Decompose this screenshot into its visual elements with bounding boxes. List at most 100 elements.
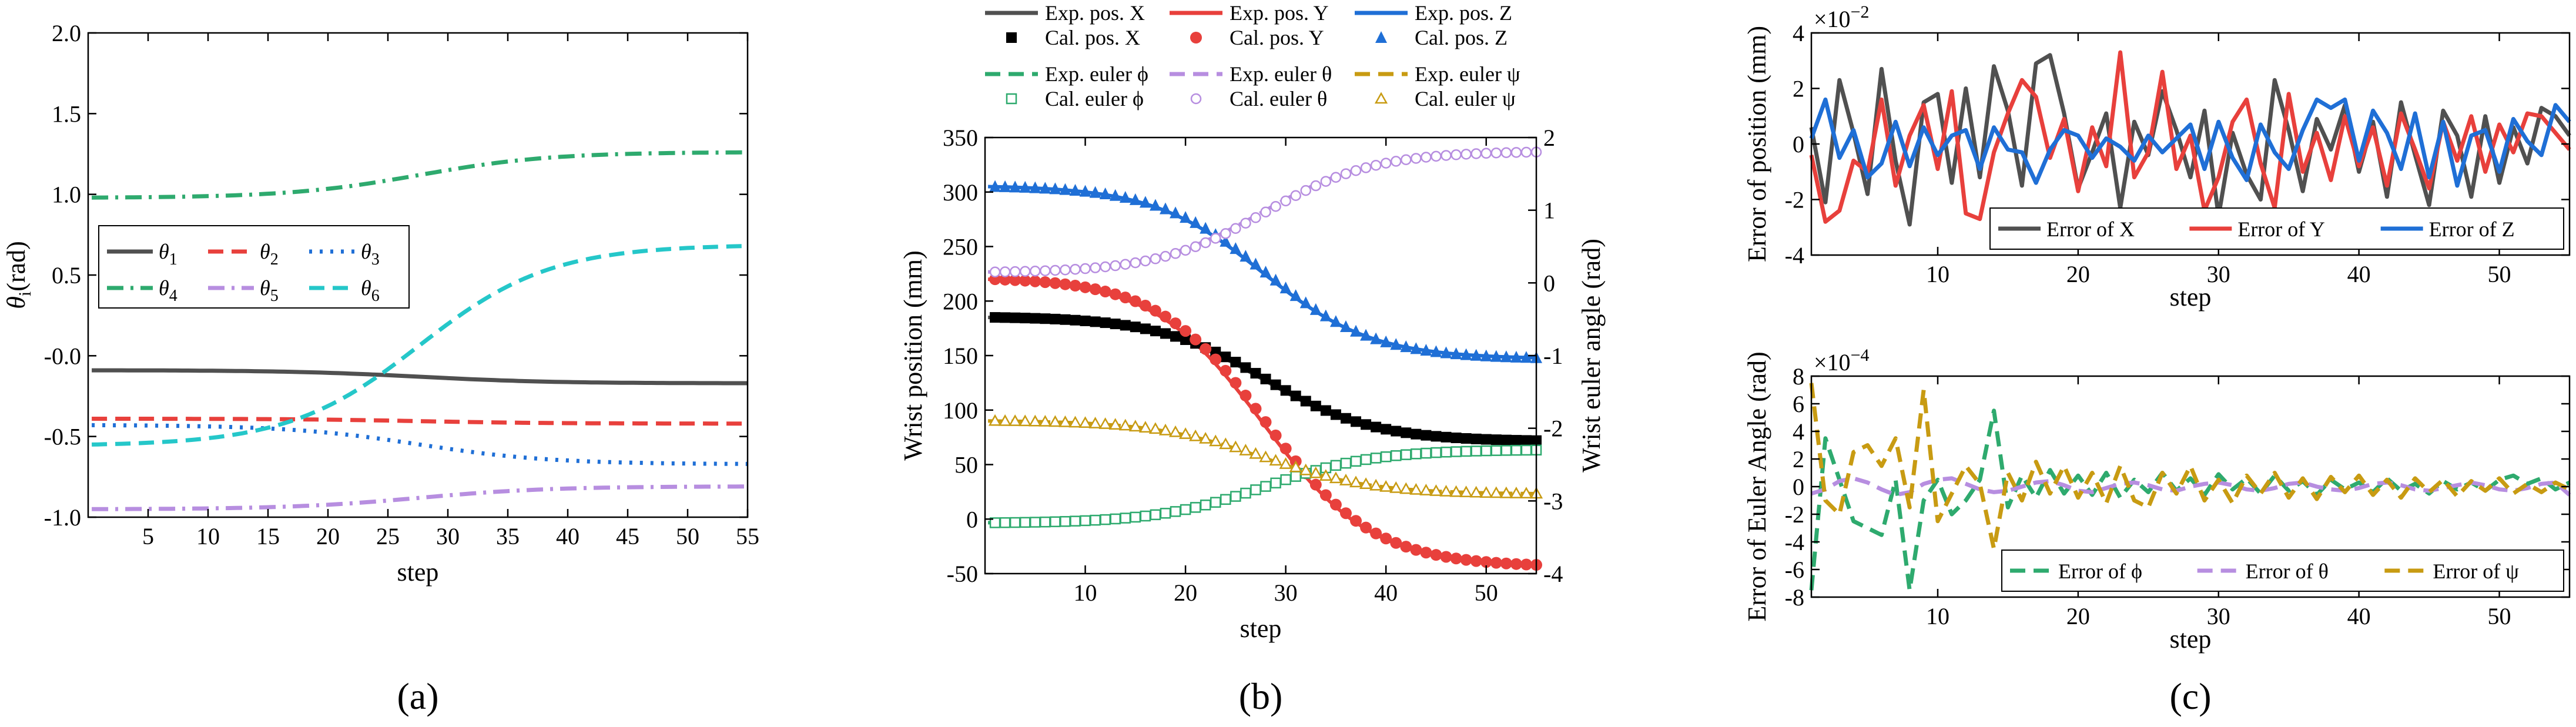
series-marker bbox=[1139, 300, 1151, 312]
panel-label-c: (c) bbox=[2169, 675, 2211, 717]
series-marker bbox=[1389, 481, 1403, 493]
series-marker bbox=[1250, 484, 1261, 495]
series-marker bbox=[1090, 262, 1101, 273]
series-marker bbox=[1069, 183, 1081, 196]
series-marker bbox=[1090, 514, 1101, 526]
series-marker bbox=[1110, 319, 1121, 330]
series-marker bbox=[1250, 368, 1261, 379]
series-marker bbox=[1140, 510, 1151, 522]
series-marker bbox=[1490, 350, 1502, 362]
series-marker bbox=[1280, 195, 1291, 207]
series-marker bbox=[1130, 321, 1141, 333]
series-marker bbox=[1140, 255, 1151, 267]
series-marker bbox=[1429, 484, 1443, 496]
series-marker bbox=[1209, 434, 1222, 447]
y-tick-label: 1.0 bbox=[52, 182, 81, 208]
x-tick-label: 20 bbox=[1174, 579, 1197, 606]
series-marker bbox=[1150, 509, 1161, 521]
series-marker bbox=[1441, 150, 1452, 161]
series-marker bbox=[1450, 347, 1462, 360]
series-marker bbox=[1230, 357, 1241, 368]
series-marker bbox=[1520, 558, 1532, 571]
legend-label: Cal. pos. Z bbox=[1415, 26, 1508, 49]
series-marker bbox=[1360, 521, 1372, 534]
y-tick-label: 4 bbox=[1793, 418, 1804, 445]
series-marker bbox=[1019, 274, 1031, 287]
series-marker bbox=[1190, 216, 1202, 228]
series-marker bbox=[1159, 310, 1171, 323]
series-marker bbox=[1170, 206, 1182, 219]
series-marker bbox=[999, 273, 1011, 286]
series-marker bbox=[1259, 266, 1272, 278]
panel-label-a: (a) bbox=[397, 675, 438, 717]
series-marker bbox=[1431, 150, 1442, 162]
series-marker bbox=[1269, 454, 1282, 466]
series-marker bbox=[1319, 489, 1332, 501]
series-marker bbox=[1500, 434, 1512, 445]
series-line-theta3 bbox=[92, 423, 748, 466]
series-marker bbox=[1099, 187, 1111, 200]
series-marker bbox=[1239, 444, 1252, 455]
series-marker bbox=[1019, 414, 1032, 427]
series-marker bbox=[1520, 146, 1532, 158]
series-marker bbox=[1079, 281, 1091, 293]
series-marker bbox=[1460, 554, 1472, 566]
y-tick-right-label: 0 bbox=[1543, 270, 1555, 296]
series-marker bbox=[1180, 334, 1191, 346]
series-marker bbox=[1150, 326, 1161, 337]
series-marker bbox=[1050, 264, 1061, 276]
series-marker bbox=[1401, 449, 1412, 460]
legend-c1: Error of X Error of Y Error of Z bbox=[1989, 207, 2564, 250]
series-marker bbox=[1380, 335, 1392, 347]
series-marker bbox=[1419, 484, 1433, 495]
legend-swatch bbox=[1006, 32, 1017, 43]
legend-label: Exp. pos. Y bbox=[1230, 1, 1329, 25]
series-marker bbox=[1029, 414, 1042, 427]
series-marker bbox=[1360, 329, 1372, 341]
series-marker bbox=[1339, 507, 1352, 520]
series-marker bbox=[1369, 478, 1383, 491]
series-marker bbox=[1411, 448, 1422, 460]
series-marker bbox=[1320, 176, 1332, 187]
series-marker bbox=[1421, 152, 1432, 163]
series-marker bbox=[1220, 228, 1231, 239]
series-marker bbox=[1290, 190, 1301, 202]
series-marker bbox=[1098, 417, 1112, 429]
series-marker bbox=[1309, 478, 1322, 491]
series-marker bbox=[1270, 379, 1281, 390]
series-marker bbox=[1009, 180, 1021, 193]
y-tick-label: -0.0 bbox=[44, 343, 81, 369]
series-marker bbox=[1250, 403, 1262, 415]
y-tick-label: 300 bbox=[943, 179, 978, 206]
series-marker bbox=[1230, 242, 1242, 254]
series-marker bbox=[1049, 182, 1061, 195]
series-marker bbox=[1088, 417, 1102, 428]
series-marker bbox=[1470, 433, 1482, 444]
y-tick-label: -2 bbox=[1785, 501, 1804, 528]
series-marker bbox=[999, 180, 1011, 192]
series-marker bbox=[1351, 416, 1362, 427]
series-marker bbox=[1089, 283, 1101, 296]
series-marker bbox=[1300, 185, 1311, 196]
series-marker bbox=[1391, 426, 1402, 437]
series-marker bbox=[1439, 484, 1453, 497]
series-marker bbox=[1460, 445, 1472, 457]
x-axis-label: step bbox=[397, 558, 439, 587]
y-tick-label: 50 bbox=[954, 452, 978, 478]
y-tick-label: 2 bbox=[1793, 76, 1804, 102]
series-marker bbox=[1079, 185, 1091, 197]
series-marker bbox=[1500, 147, 1512, 158]
series-marker bbox=[1059, 183, 1071, 195]
chart-c-position: 10 20 30 40 50 -4 -2 0 2 4 step ×10−2 Error of posit… bbox=[1743, 2, 2571, 311]
series-marker bbox=[1460, 149, 1472, 160]
series-marker bbox=[1200, 237, 1211, 249]
legend-swatch bbox=[1190, 32, 1202, 43]
series-marker bbox=[1130, 257, 1141, 269]
series-marker bbox=[1411, 153, 1422, 164]
series-marker bbox=[1249, 447, 1262, 459]
series-marker bbox=[1360, 454, 1372, 465]
series-marker bbox=[1390, 156, 1402, 167]
series-marker bbox=[1129, 193, 1141, 205]
series-marker bbox=[1260, 206, 1271, 218]
y-tick-right-label: -1 bbox=[1543, 343, 1563, 369]
